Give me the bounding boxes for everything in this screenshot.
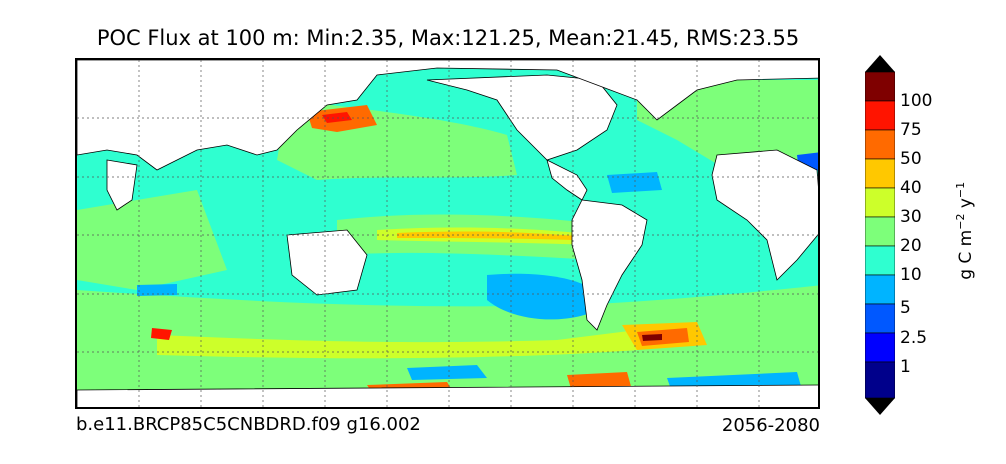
colorbar-tick-1: 1 <box>900 357 911 377</box>
colorbar-tick-40: 40 <box>900 178 922 198</box>
colorbar-swatch-lowest <box>865 361 895 399</box>
plot-title: POC Flux at 100 m: Min:2.35, Max:121.25,… <box>96 26 800 50</box>
colorbar-units-label: g C m−2 y−1 <box>954 181 976 280</box>
north-atlantic-20-30-band <box>637 80 818 170</box>
colorbar-tick-5: 5 <box>900 298 911 318</box>
colorbar-tick-20: 20 <box>900 236 922 256</box>
colorbar-tick-75: 75 <box>900 120 922 140</box>
southern-ocean-30-40-band <box>157 330 637 359</box>
graticule <box>77 60 818 407</box>
colorbar-tick-2_5: 2.5 <box>900 328 928 348</box>
map-panel <box>75 58 820 409</box>
colorbar-swatch-75 <box>865 100 895 131</box>
southern-ocean-20-30-band <box>77 285 818 390</box>
colorbar-over-arrow <box>865 55 895 72</box>
colorbar-swatch-10 <box>865 245 895 276</box>
colorbar-swatch-2_5 <box>865 303 895 334</box>
colorbar-tick-100: 100 <box>900 91 933 111</box>
patagonia-core <box>642 334 662 341</box>
south-pacific-gyre-low <box>487 273 607 320</box>
colorbar <box>865 55 895 415</box>
colorbar-swatch-1 <box>865 332 895 363</box>
indian-ocean-20-30-band <box>77 190 227 290</box>
colorbar-tick-10: 10 <box>900 265 922 285</box>
colorbar-under-arrow <box>865 398 895 415</box>
poc-flux-map <box>77 60 818 407</box>
colorbar-swatch-50 <box>865 129 895 160</box>
colorbar-swatch-5 <box>865 274 895 305</box>
equatorial-40-50-core <box>397 231 577 240</box>
antarctica-land <box>77 384 818 407</box>
colorbar-tick-30: 30 <box>900 207 922 227</box>
colorbar-swatch-40 <box>865 158 895 189</box>
indian-gyre-low <box>137 284 177 296</box>
southern-ocean-low <box>407 365 487 380</box>
africa-land <box>711 149 818 281</box>
colorbar-swatch-20 <box>865 216 895 247</box>
time-period: 2056-2080 <box>721 415 820 436</box>
okhotsk-sea-core <box>322 112 352 123</box>
kerguelen-high-flux <box>151 328 172 340</box>
colorbar-swatch-30 <box>865 187 895 218</box>
north-atlantic-gyre-low <box>607 172 662 193</box>
run-identifier: b.e11.BRCP85C5CNBDRD.f09 g16.002 <box>76 414 421 435</box>
colorbar-swatch-100 <box>865 71 895 102</box>
india-land <box>106 159 138 211</box>
south-america-land <box>571 199 648 331</box>
australia-land <box>286 229 368 296</box>
colorbar-tick-50: 50 <box>900 149 922 169</box>
patagonia-high-flux <box>637 328 689 346</box>
